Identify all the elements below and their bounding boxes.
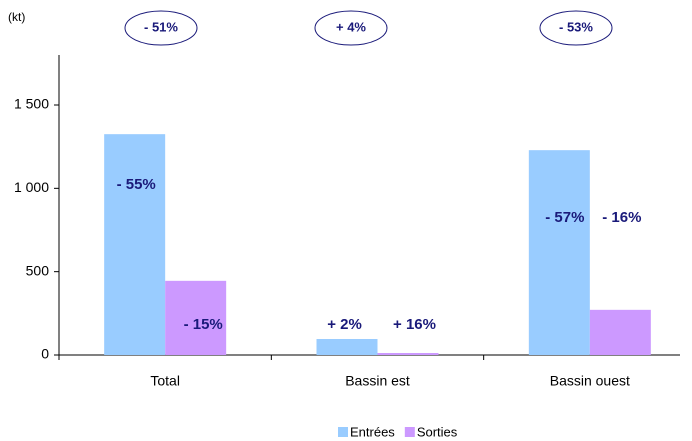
change-circle bbox=[124, 10, 198, 46]
change-label: - 57% bbox=[545, 209, 584, 226]
axis-label: (kt) bbox=[8, 10, 25, 24]
legend-label: Entrées bbox=[350, 424, 395, 439]
bar bbox=[528, 150, 590, 355]
bar bbox=[316, 339, 378, 355]
change-label: - 55% bbox=[117, 176, 156, 193]
y-tick-label: 0 bbox=[41, 346, 49, 362]
x-tick-label: Bassin ouest bbox=[550, 373, 630, 389]
group-change-label: - 51% bbox=[144, 19, 178, 34]
change-circle bbox=[314, 10, 388, 46]
group-change-label: - 53% bbox=[559, 19, 593, 34]
legend-swatch bbox=[404, 427, 415, 437]
y-tick-label: 1 500 bbox=[14, 96, 49, 112]
x-tick-label: Total bbox=[150, 373, 180, 389]
y-tick-label: 1 000 bbox=[14, 179, 49, 195]
bar bbox=[165, 280, 227, 355]
legend-swatch bbox=[338, 427, 348, 437]
y-tick-label: 500 bbox=[26, 262, 50, 278]
bar bbox=[589, 309, 651, 355]
legend-label: Sorties bbox=[417, 424, 458, 439]
bar bbox=[104, 134, 166, 355]
change-label: + 2% bbox=[327, 316, 362, 333]
change-label: - 16% bbox=[602, 209, 641, 226]
x-tick-label: Bassin est bbox=[345, 373, 410, 389]
change-label: - 15% bbox=[184, 316, 223, 333]
change-circle bbox=[539, 10, 613, 46]
change-label: + 16% bbox=[393, 316, 436, 333]
bar bbox=[377, 353, 439, 355]
group-change-label: + 4% bbox=[336, 19, 366, 34]
